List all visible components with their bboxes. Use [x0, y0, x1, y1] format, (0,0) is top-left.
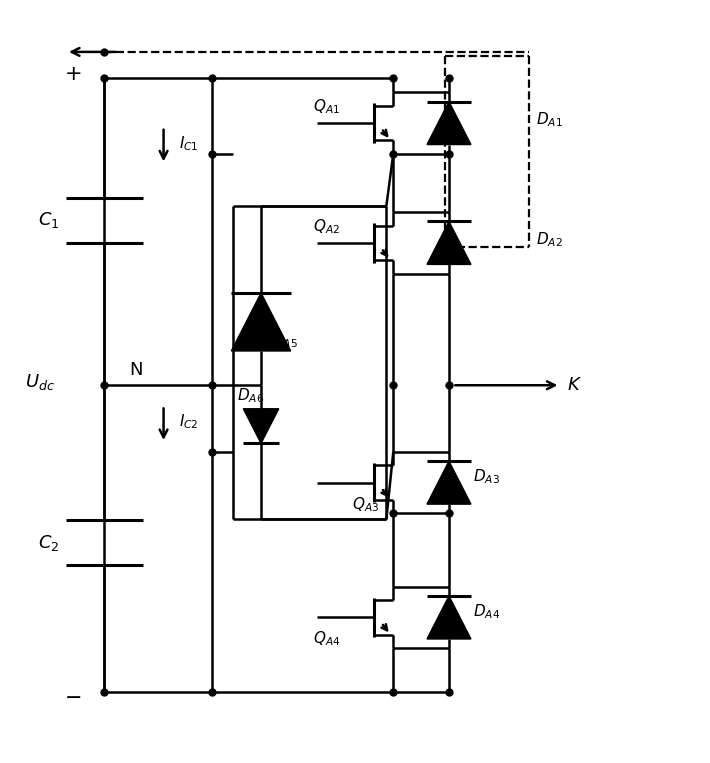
- Text: $C_2$: $C_2$: [38, 533, 59, 552]
- Text: $C_1$: $C_1$: [38, 211, 59, 230]
- Polygon shape: [427, 596, 471, 639]
- Polygon shape: [427, 101, 471, 144]
- Text: $I_{C2}$: $I_{C2}$: [179, 413, 199, 431]
- Text: $-$: $-$: [65, 686, 82, 706]
- Text: $Q_{A1}$: $Q_{A1}$: [313, 97, 340, 116]
- Text: $D_{A1}$: $D_{A1}$: [536, 110, 563, 129]
- Text: $+$: $+$: [65, 64, 82, 85]
- Polygon shape: [244, 409, 279, 443]
- Text: $Q_{A2}$: $Q_{A2}$: [313, 217, 340, 236]
- Text: N: N: [129, 361, 142, 379]
- Text: $I_{C1}$: $I_{C1}$: [179, 134, 199, 153]
- Text: $D_{A4}$: $D_{A4}$: [474, 602, 501, 621]
- Polygon shape: [231, 293, 290, 351]
- Polygon shape: [427, 461, 471, 504]
- Text: $U_{dc}$: $U_{dc}$: [26, 372, 55, 391]
- Text: $Q_{A4}$: $Q_{A4}$: [313, 629, 341, 648]
- Text: $D_{A3}$: $D_{A3}$: [474, 467, 501, 486]
- Text: $K$: $K$: [567, 376, 582, 394]
- Text: $D_{A2}$: $D_{A2}$: [536, 230, 563, 249]
- Text: $D_{A5}$: $D_{A5}$: [271, 331, 298, 350]
- Text: $D_{A6}$: $D_{A6}$: [236, 387, 264, 405]
- Text: $Q_{A3}$: $Q_{A3}$: [351, 496, 378, 514]
- Polygon shape: [427, 221, 471, 265]
